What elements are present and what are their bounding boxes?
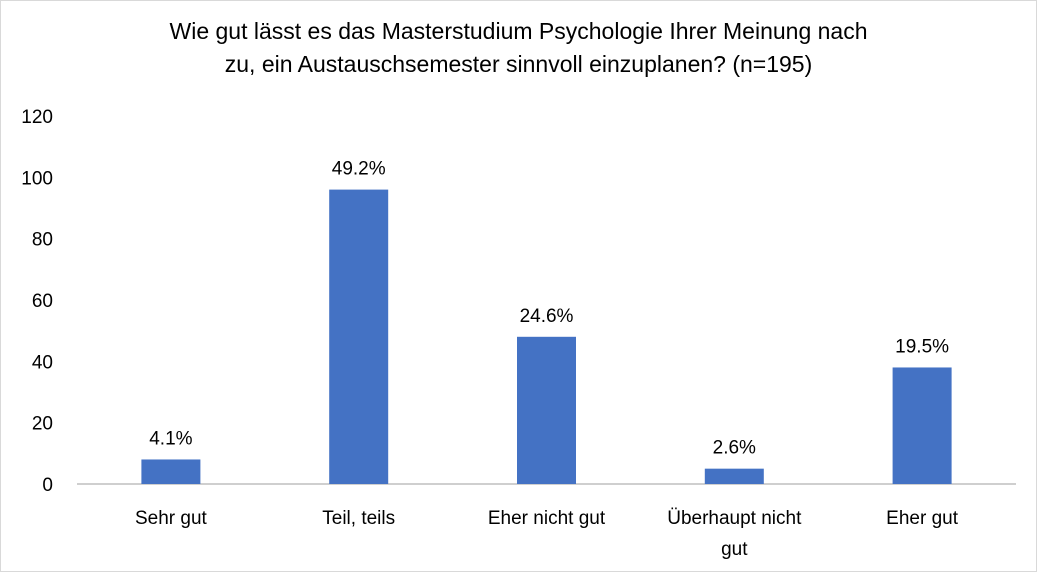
y-tick-label: 80 xyxy=(32,230,53,251)
bar xyxy=(892,367,952,484)
data-label: 19.5% xyxy=(895,336,949,357)
bar xyxy=(517,336,576,484)
bar xyxy=(329,189,389,484)
y-tick-label: 0 xyxy=(42,475,53,496)
y-tick-label: 40 xyxy=(32,352,53,373)
chart-title-line-2: zu, ein Austauschsemester sinnvoll einzu… xyxy=(224,51,813,77)
category-label: Überhaupt nicht xyxy=(667,508,802,529)
bar xyxy=(704,468,764,484)
category-label: Sehr gut xyxy=(135,508,208,529)
category-label: gut xyxy=(721,539,748,560)
y-tick-label: 100 xyxy=(21,168,53,189)
category-label: Teil, teils xyxy=(322,508,395,529)
y-tick-label: 60 xyxy=(32,291,53,312)
data-label: 49.2% xyxy=(332,159,386,180)
chart-title-line-1: Wie gut lässt es das Masterstudium Psych… xyxy=(169,18,868,44)
bar xyxy=(141,459,201,484)
category-label: Eher nicht gut xyxy=(488,508,606,529)
y-tick-label: 120 xyxy=(21,107,53,128)
y-tick-label: 20 xyxy=(32,414,53,435)
data-label: 4.1% xyxy=(149,428,192,449)
chart-title: Wie gut lässt es das Masterstudium Psych… xyxy=(1,15,1036,81)
data-label: 2.6% xyxy=(713,438,756,459)
data-label: 24.6% xyxy=(520,306,574,327)
category-label: Eher gut xyxy=(886,508,959,529)
